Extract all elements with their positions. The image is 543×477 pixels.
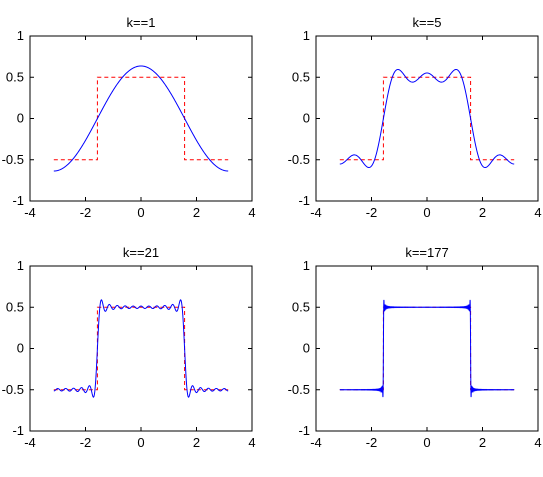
square-wave-line [339,306,515,391]
x-tick-label: 2 [193,435,200,450]
y-tick-label: -1 [298,423,310,438]
axes-box [29,35,253,202]
x-tick-label: -2 [80,435,92,450]
subplot-3: -4 -2 0 2 4 -1 -0.5 0 0.5 1 k==21 [2,245,256,450]
y-tick-label: 1 [303,258,310,273]
subplot-title: k==177 [405,245,448,260]
x-tick-label: 0 [423,205,430,220]
subplot-title: k==5 [413,15,442,30]
square-wave-line [339,76,515,161]
y-tick-label: 0.5 [292,69,310,84]
subplot-title: k==21 [123,245,159,260]
x-tick-label: 0 [137,435,144,450]
x-tick-label: 0 [137,205,144,220]
y-tick-label: 1 [303,28,310,43]
x-tick-label: -2 [366,435,378,450]
x-tick-label: 0 [423,435,430,450]
y-tick-label: 1 [17,258,24,273]
x-tick-label: -4 [24,205,36,220]
y-tick-label: -0.5 [288,152,310,167]
y-tick-label: 1 [17,28,24,43]
subplot-4: -4 -2 0 2 4 -1 -0.5 0 0.5 1 k==177 [288,245,542,450]
y-tick-label: 0 [303,111,310,126]
fourier-sum-line [339,299,515,398]
axes-box [315,265,539,432]
fourier-sum-line [339,68,515,169]
y-tick-label: -0.5 [2,382,24,397]
x-tick-label: 4 [534,205,541,220]
y-tick-label: 0.5 [292,299,310,314]
x-tick-label: 2 [193,205,200,220]
x-tick-label: 4 [248,205,255,220]
axes-box [315,35,539,202]
subplot-1: -4 -2 0 2 4 -1 -0.5 0 0.5 1 k==1 [2,15,256,220]
y-tick-label: -0.5 [288,382,310,397]
x-tick-label: -4 [310,435,322,450]
x-tick-label: 2 [479,435,486,450]
fourier-sum-line [53,299,229,398]
y-tick-label: 0.5 [6,69,24,84]
y-tick-label: -1 [12,423,24,438]
square-wave-line [53,306,229,391]
y-tick-label: 0 [303,341,310,356]
x-tick-label: -2 [80,205,92,220]
fourier-sum-line [53,65,229,172]
subplot-2: -4 -2 0 2 4 -1 -0.5 0 0.5 1 k==5 [288,15,542,220]
y-tick-label: -1 [12,193,24,208]
x-tick-label: 2 [479,205,486,220]
y-tick-label: 0.5 [6,299,24,314]
y-tick-label: 0 [17,111,24,126]
subplot-title: k==1 [127,15,156,30]
y-tick-label: -0.5 [2,152,24,167]
y-tick-label: -1 [298,193,310,208]
y-tick-label: 0 [17,341,24,356]
axes-box [29,265,253,432]
x-tick-label: 4 [534,435,541,450]
x-tick-label: -4 [24,435,36,450]
square-wave-line [53,76,229,161]
x-tick-label: -2 [366,205,378,220]
x-tick-label: -4 [310,205,322,220]
x-tick-label: 4 [248,435,255,450]
